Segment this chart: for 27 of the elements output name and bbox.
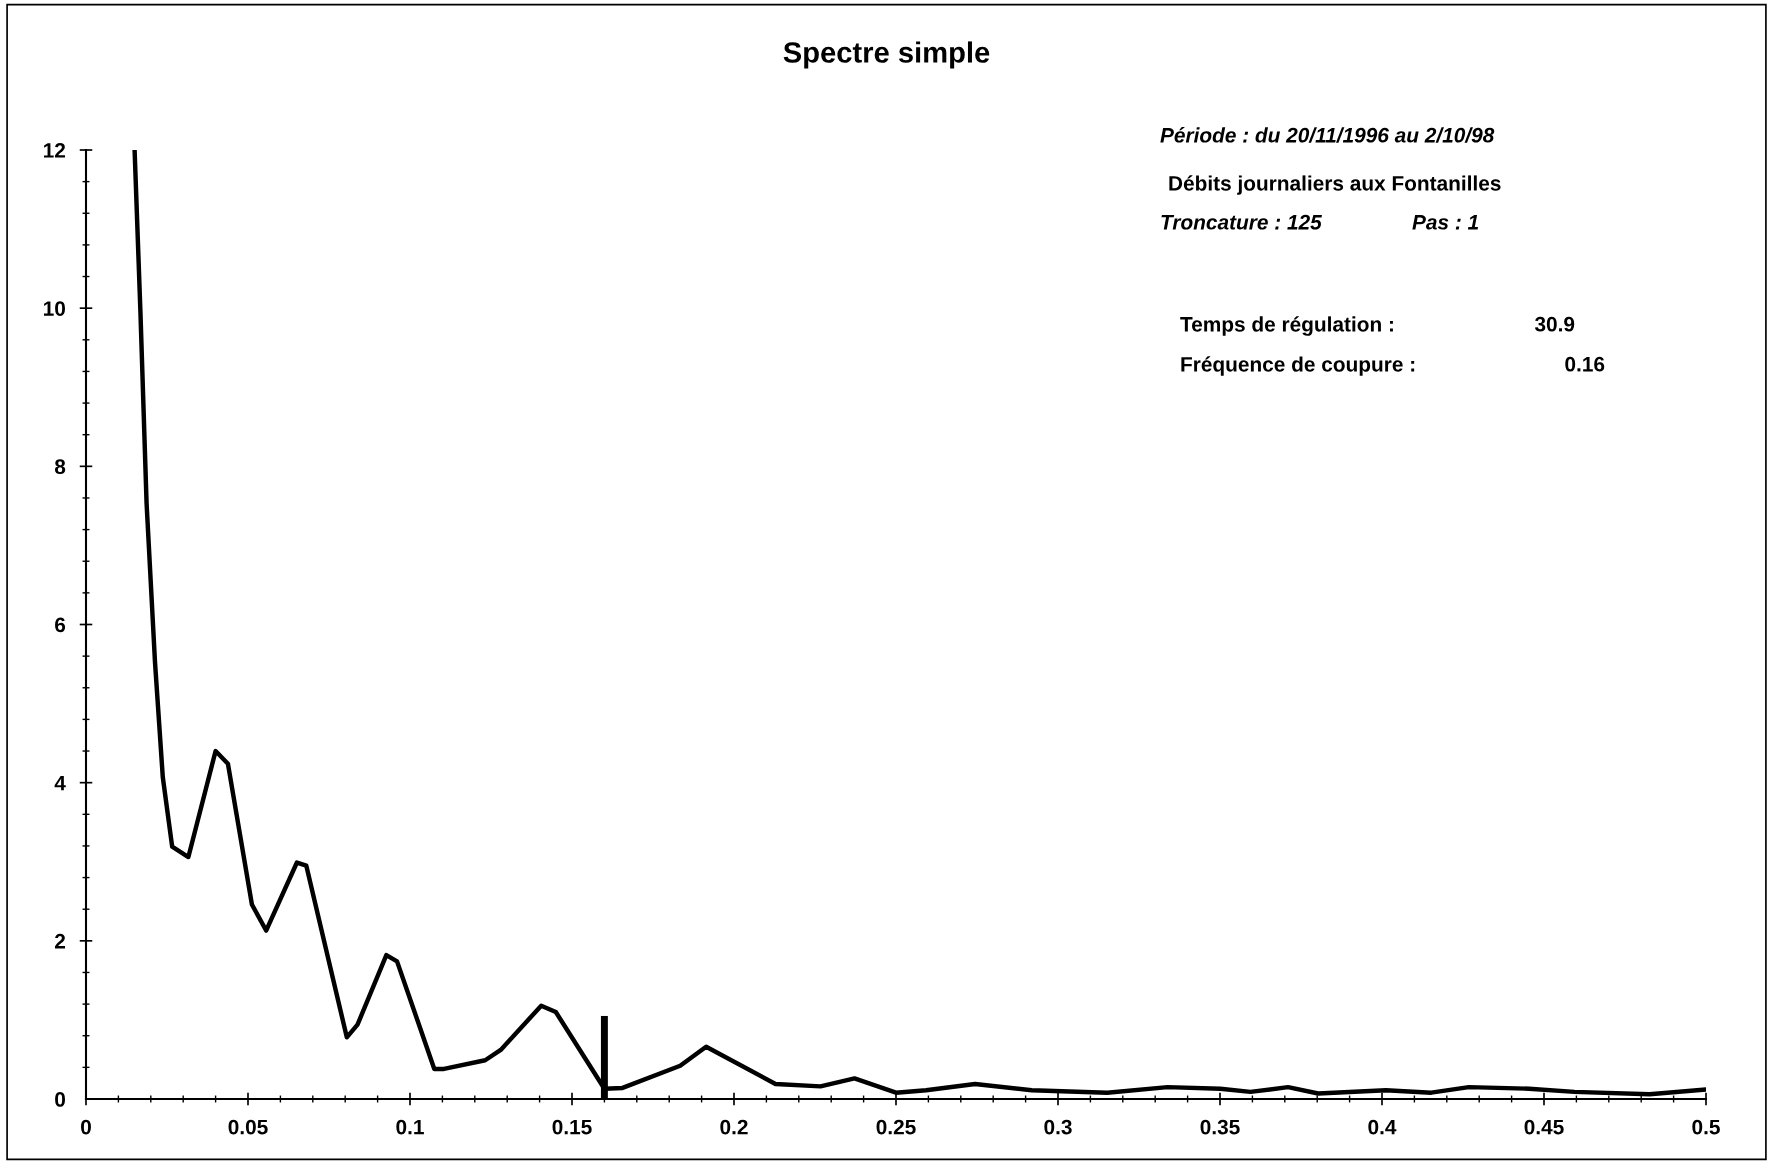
chart-title: Spectre simple: [783, 41, 990, 69]
annotation: 0.16: [1565, 356, 1605, 372]
x-tick-label: 0.35: [1200, 1119, 1240, 1135]
y-tick-label: 4: [54, 775, 66, 791]
x-tick-label: 0.3: [1044, 1119, 1072, 1135]
x-tick-label: 0.15: [552, 1119, 592, 1135]
x-tick-label: 0.25: [876, 1119, 916, 1135]
x-tick-label: 0.05: [228, 1119, 268, 1135]
x-tick-label: 0.4: [1368, 1119, 1397, 1135]
annotation: Pas : 1: [1412, 215, 1479, 230]
y-tick-label: 8: [54, 459, 66, 475]
annotation: Débits journaliers aux Fontanilles: [1169, 175, 1501, 195]
y-tick-label: 12: [44, 143, 66, 158]
annotation: Fréquence de coupure :: [1181, 356, 1415, 376]
annotation: Temps de régulation :: [1180, 316, 1393, 336]
x-tick-label: 0.5: [1692, 1119, 1720, 1135]
text: Période : du 20/11/1996 au 2/10/98: [1160, 127, 1495, 143]
y-tick-label: 6: [55, 617, 66, 633]
x-tick-label: 0: [81, 1119, 91, 1135]
annotation: 30.9: [1534, 316, 1575, 332]
y-tick-label: 0: [55, 1092, 66, 1107]
x-tick-label: 0.2: [720, 1119, 748, 1135]
x-tick-label: 0.45: [1524, 1119, 1564, 1135]
x-tick-label: 0.1: [396, 1119, 424, 1135]
annotation: Troncature : 125: [1161, 214, 1322, 230]
y-tick-label: 10: [44, 301, 66, 316]
y-tick-label: 2: [55, 933, 66, 949]
